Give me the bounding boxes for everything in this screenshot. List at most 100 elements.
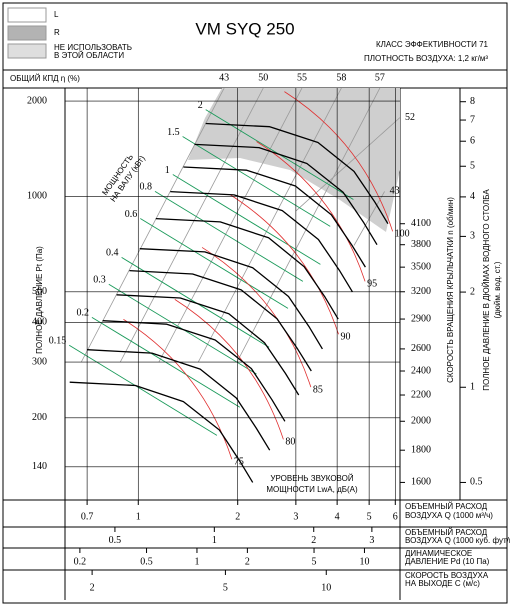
y2-axis-label: (дюйм. вод. ст.) xyxy=(493,261,502,318)
efficiency-class: КЛАСС ЭФФЕКТИВНОСТИ 71 xyxy=(376,40,489,49)
legend-label: L xyxy=(54,10,59,19)
x-tick-label: 2 xyxy=(245,556,250,567)
axis-label: ДИНАМИЧЕСКОЕ xyxy=(405,549,472,558)
sound-value: 85 xyxy=(313,384,323,395)
sound-line xyxy=(284,91,394,232)
speed-curve xyxy=(170,190,353,293)
speed-curve xyxy=(87,349,271,451)
speed-value: 2000 xyxy=(411,416,431,427)
speed-curve xyxy=(129,269,312,372)
speed-curve xyxy=(139,248,323,350)
efficiency-value: 57 xyxy=(375,72,385,83)
sound-line xyxy=(229,194,339,335)
legend-label: R xyxy=(54,28,60,37)
y-tick-label: 1000 xyxy=(27,191,47,202)
efficiency-line xyxy=(80,88,225,363)
axis-label: СКОРОСТЬ ВОЗДУХА xyxy=(405,571,489,580)
x-axis-label: ВОЗДУХА Q (1000 м³/ч) xyxy=(405,511,493,520)
y2-tick-label: 4 xyxy=(470,191,475,202)
x-tick-label: 10 xyxy=(359,556,369,567)
x-tick-label: 1 xyxy=(212,535,217,546)
power-line xyxy=(140,218,289,309)
power-line xyxy=(182,136,331,227)
speed-value: 2200 xyxy=(411,389,431,400)
power-value: 0.15 xyxy=(49,336,67,347)
air-density: ПЛОТНОСТЬ ВОЗДУХА: 1,2 кг/м³ xyxy=(364,54,488,63)
x-tick-label: 2 xyxy=(311,535,316,546)
power-line xyxy=(68,344,218,436)
speed-value: 4100 xyxy=(411,218,431,229)
x-tick-label: 0.5 xyxy=(140,556,153,567)
efficiency-value: 50 xyxy=(258,72,268,83)
y2-tick-label: 2 xyxy=(470,286,475,297)
speed-value: 2400 xyxy=(411,365,431,376)
efficiency-value: 43 xyxy=(219,72,229,83)
speed-curve xyxy=(183,166,366,268)
speed-curve xyxy=(116,294,300,396)
x-tick-label: 4 xyxy=(335,511,340,522)
sound-line xyxy=(123,319,233,460)
power-value: 0.4 xyxy=(106,248,119,259)
efficiency-line xyxy=(119,88,264,363)
efficiency-label: ОБЩИЙ КПД η (%) xyxy=(10,74,80,83)
efficiency-line xyxy=(236,88,381,363)
sound-label: УРОВЕНЬ ЗВУКОВОЙ xyxy=(270,474,353,483)
efficiency-value: 58 xyxy=(336,72,346,83)
axis-label: ДАВЛЕНИЕ Pd (10 Па) xyxy=(405,557,490,566)
power-value: 0.8 xyxy=(140,182,153,193)
y-tick-label: 400 xyxy=(32,317,47,328)
axis-label: ВОЗДУХА Q (1000 куб. фут/мин) xyxy=(405,536,510,545)
speed-value: 2900 xyxy=(411,313,431,324)
x-tick-label: 0.2 xyxy=(74,556,87,567)
plot-area xyxy=(68,88,400,483)
y2-tick-label: 7 xyxy=(470,114,475,125)
speed-value: 3500 xyxy=(411,261,431,272)
x-tick-label: 10 xyxy=(321,582,331,593)
legend-swatch xyxy=(7,43,47,59)
sound-value: 75 xyxy=(234,456,244,467)
speed-curve xyxy=(205,122,389,225)
sound-value: 90 xyxy=(341,332,351,343)
x-tick-label: 1 xyxy=(194,556,199,567)
axis-label: ОБЪЕМНЫЙ РАСХОД xyxy=(405,528,488,537)
speed-value: 3200 xyxy=(411,286,431,297)
sound-value: 100 xyxy=(395,229,410,240)
y2-tick-label: 0.5 xyxy=(470,477,483,488)
legend-label: В ЭТОЙ ОБЛАСТИ xyxy=(54,51,124,60)
y2-tick-label: 1 xyxy=(470,382,475,393)
speed-curve xyxy=(194,143,378,246)
efficiency-value: 55 xyxy=(297,72,307,83)
sound-line xyxy=(256,141,366,282)
x-tick-label: 5 xyxy=(312,556,317,567)
x-tick-label: 3 xyxy=(293,511,298,522)
x-tick-label: 1 xyxy=(136,511,141,522)
power-value: 0.3 xyxy=(93,275,106,286)
speed-curve xyxy=(102,320,286,422)
power-value: 1.5 xyxy=(167,127,180,138)
x-tick-label: 0.7 xyxy=(81,511,94,522)
y2-tick-label: 6 xyxy=(470,136,475,147)
sound-line xyxy=(174,299,284,440)
chart-title: VM SYQ 250 xyxy=(195,19,294,38)
x-tick-label: 3 xyxy=(369,535,374,546)
efficiency-line xyxy=(295,117,400,212)
sound-value: 95 xyxy=(367,279,377,290)
y-tick-label: 140 xyxy=(32,461,47,472)
speed-value: 1600 xyxy=(411,477,431,488)
y2-axis-label: ПОЛНОЕ ДАВЛЕНИЕ В ДЮЙМАХ ВОДНОГО СТОЛБА xyxy=(482,189,491,391)
speed-label: СКОРОСТЬ ВРАЩЕНИЯ КРЫЛЬЧАТКИ n (об/мин) xyxy=(446,197,455,383)
y-tick-label: 2000 xyxy=(27,95,47,106)
x-axis-label: ОБЪЕМНЫЙ РАСХОД xyxy=(405,502,488,511)
x-tick-label: 0.5 xyxy=(109,535,122,546)
power-value: 0.6 xyxy=(125,209,138,220)
sound-label: МОЩНОСТИ LwA, дБ(А) xyxy=(266,485,358,494)
y2-tick-label: 8 xyxy=(470,96,475,107)
x-tick-label: 2 xyxy=(235,511,240,522)
speed-curve xyxy=(69,381,254,483)
power-line xyxy=(154,191,304,282)
sound-line xyxy=(201,247,312,388)
x-tick-label: 6 xyxy=(393,511,398,522)
speed-value: 1800 xyxy=(411,444,431,455)
speed-value: 2600 xyxy=(411,343,431,354)
